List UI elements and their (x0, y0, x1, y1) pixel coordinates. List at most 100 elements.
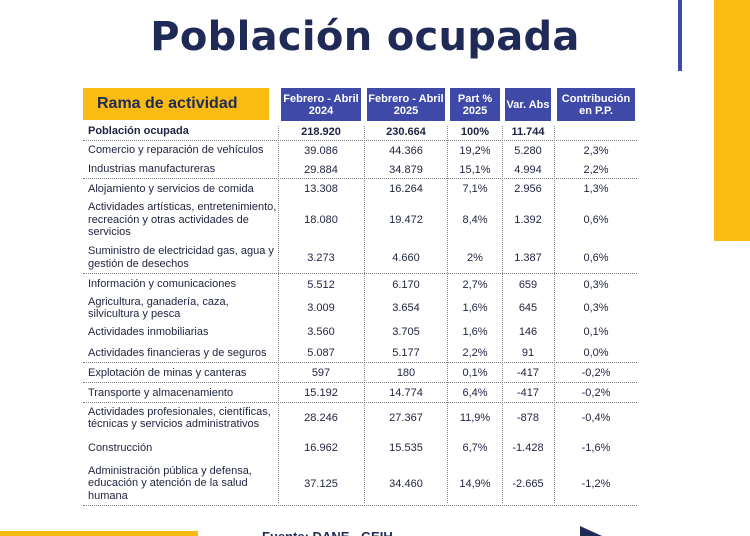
value-2025: 15.535 (389, 442, 423, 454)
activity-name: Actividades artísticas, entretenimiento,… (88, 201, 277, 239)
header-rama-de-actividad: Rama de actividad (83, 88, 269, 120)
column-divider (554, 126, 555, 503)
row-separator (83, 505, 637, 506)
absolute-variation: 659 (518, 278, 538, 291)
participation-2025: 19,2% (459, 144, 491, 157)
activity-name: Actividades financieras y de seguros (88, 346, 267, 359)
participation-2025: 14,9% (459, 477, 491, 490)
value-2025: 230.664 (386, 125, 426, 138)
column-divider (447, 126, 448, 503)
participation-2025: 0,1% (462, 367, 488, 379)
table-row: Actividades inmobiliarias 3.560 3.705 1,6% 1… (83, 321, 637, 343)
decorative-blue-line (678, 0, 682, 71)
header-feb-abr-2024: Febrero - Abril 2024 (281, 88, 361, 121)
value-2024: 3.273 (307, 251, 335, 264)
activity-name: Comercio y reparación de vehículos (88, 144, 264, 157)
value-2024: 16.962 (304, 442, 338, 454)
contribution-pp: -0,4% (581, 412, 611, 424)
activity-name: Construcción (88, 441, 153, 454)
row-separator (83, 362, 637, 363)
value-2025: 34.879 (389, 163, 423, 176)
table-row: Comercio y reparación de vehículos 39.086… (83, 141, 637, 160)
row-separator (83, 402, 637, 403)
absolute-variation: 11.744 (511, 125, 545, 138)
absolute-variation: 1.392 (514, 214, 542, 226)
participation-2025: 2,2% (462, 347, 488, 359)
participation-2025: 2% (467, 251, 483, 264)
contribution-pp: 2,2% (583, 163, 609, 176)
activity-name: Administración pública y defensa, educac… (88, 464, 252, 502)
value-2024: 218.920 (301, 125, 341, 138)
absolute-variation: 645 (518, 302, 538, 314)
arrow-right-icon (580, 526, 602, 536)
table-row: Actividades profesionales, científicas, … (83, 403, 637, 433)
value-2025: 3.654 (392, 302, 420, 314)
contribution-pp: 0,1% (583, 326, 609, 338)
value-2025: 3.705 (392, 326, 420, 338)
absolute-variation: -417 (516, 387, 540, 399)
contribution-pp: -1,2% (581, 477, 611, 490)
contribution-pp: 0,3% (583, 278, 609, 291)
absolute-variation: -1.428 (512, 442, 544, 454)
value-2024: 5.512 (307, 278, 335, 291)
decorative-yellow-bar-right (714, 0, 750, 241)
table-row: Administración pública y defensa, educac… (83, 463, 637, 504)
contribution-pp: -0,2% (581, 387, 611, 399)
activity-name: Población ocupada (88, 125, 189, 138)
value-2024: 18.080 (304, 214, 338, 226)
absolute-variation: 146 (518, 326, 538, 338)
header-contribucion: Contribución en P.P. (557, 88, 635, 121)
value-2024: 5.087 (307, 347, 335, 359)
footer-source: Fuente: DANE - GEIH (262, 530, 393, 536)
contribution-pp: 0,0% (583, 347, 609, 359)
activity-name: Industrias manufactureras (88, 163, 216, 176)
table-row: Transporte y almacenamiento 15.192 14.774 6… (83, 383, 637, 403)
contribution-pp: 1,3% (583, 183, 609, 195)
value-2025: 4.660 (392, 251, 420, 264)
participation-2025: 11,9% (459, 412, 491, 424)
value-2024: 597 (311, 367, 331, 379)
table-row-total: Población ocupada 218.920 230.664 100% 11.74… (83, 122, 637, 141)
table-row: Alojamiento y servicios de comida 13.308 1… (83, 179, 637, 199)
table-row: Actividades artísticas, entretenimiento,… (83, 199, 637, 241)
row-separator (83, 382, 637, 383)
participation-2025: 7,1% (462, 183, 488, 195)
header-feb-abr-2025: Febrero - Abril 2025 (367, 88, 445, 121)
value-2025: 27.367 (389, 412, 423, 424)
value-2024: 39.086 (304, 144, 338, 157)
activity-name: Explotación de minas y canteras (88, 366, 247, 379)
absolute-variation: 91 (521, 347, 535, 359)
value-2025: 180 (396, 367, 416, 379)
activity-name: Actividades profesionales, científicas, … (88, 405, 271, 431)
table-row: Industrias manufactureras 29.884 34.879 15,… (83, 160, 637, 179)
row-separator (83, 273, 637, 274)
value-2025: 16.264 (389, 183, 423, 195)
contribution-pp: 0,6% (583, 251, 609, 264)
value-2024: 3.560 (307, 326, 335, 338)
column-divider (364, 126, 365, 503)
participation-2025: 1,6% (462, 302, 488, 314)
participation-2025: 6,4% (462, 387, 488, 399)
activity-name: Actividades inmobiliarias (88, 325, 209, 338)
value-2025: 5.177 (392, 347, 420, 359)
table-row: Agricultura, ganadería, caza, silvicultu… (83, 295, 637, 321)
value-2025: 44.366 (389, 144, 423, 157)
table-row: Construcción 16.962 15.535 6,7% -1.428 -1,6% (83, 433, 637, 463)
value-2025: 14.774 (389, 387, 423, 399)
table-row: Suministro de electricidad gas, agua y g… (83, 241, 637, 274)
activity-name: Agricultura, ganadería, caza, silvicultu… (88, 295, 229, 321)
absolute-variation: 5.280 (514, 144, 542, 157)
value-2024: 15.192 (304, 387, 338, 399)
participation-2025: 2,7% (462, 278, 488, 291)
absolute-variation: -417 (516, 367, 540, 379)
contribution-pp: 2,3% (583, 144, 609, 157)
absolute-variation: 2.956 (514, 183, 542, 195)
activity-name: Alojamiento y servicios de comida (88, 182, 254, 195)
contribution-pp: 0,6% (583, 214, 609, 226)
header-var-abs: Var. Abs (505, 88, 551, 121)
contribution-pp: -0,2% (581, 367, 611, 379)
absolute-variation: -2.665 (512, 477, 544, 490)
value-2024: 29.884 (304, 163, 338, 176)
activity-name: Información y comunicaciones (88, 278, 236, 291)
absolute-variation: 4.994 (514, 163, 542, 176)
